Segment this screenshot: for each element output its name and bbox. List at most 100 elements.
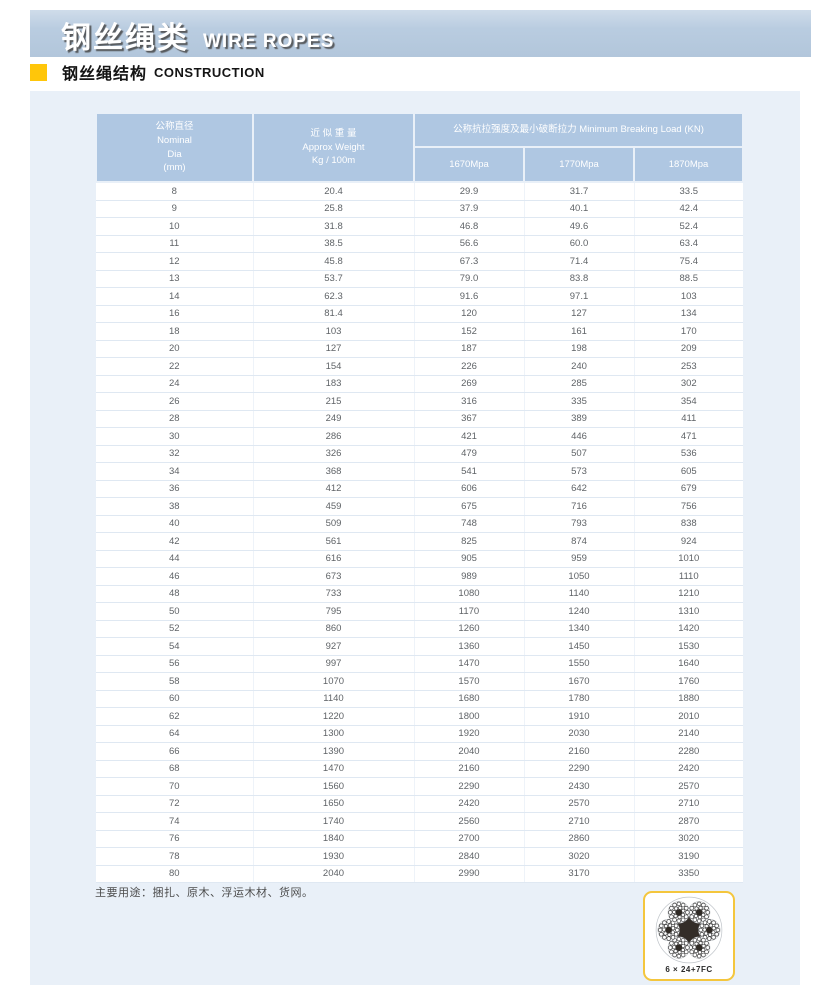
table-row: 74 1740 2560 2710 2870 (96, 812, 744, 831)
table-cell: 368 (253, 462, 415, 481)
table-cell: 209 (634, 340, 744, 358)
table-cell: 2710 (634, 795, 744, 813)
table-cell: 1080 (414, 585, 525, 603)
table-cell: 46.8 (414, 217, 525, 236)
table-cell: 3020 (634, 830, 744, 848)
table-cell: 793 (524, 515, 635, 533)
table-cell: 1680 (414, 690, 525, 708)
table-cell: 42 (96, 532, 254, 551)
table-cell: 616 (253, 550, 415, 568)
table-cell: 1010 (634, 550, 744, 568)
table-row: 16 81.4 120 127 134 (96, 305, 744, 323)
table-cell: 198 (524, 340, 635, 358)
table-cell: 66 (96, 742, 254, 761)
table-cell: 187 (414, 340, 525, 358)
table-cell: 2990 (414, 865, 525, 883)
table-cell: 536 (634, 445, 744, 463)
table-row: 70 1560 2290 2430 2570 (96, 777, 744, 796)
table-cell: 1530 (634, 637, 744, 656)
table-cell: 367 (414, 410, 525, 428)
table-row: 76 1840 2700 2860 3020 (96, 830, 744, 848)
table-cell: 1650 (253, 795, 415, 813)
table-cell: 3190 (634, 847, 744, 866)
table-cell: 75.4 (634, 252, 744, 271)
table-row: 54 927 1360 1450 1530 (96, 637, 744, 656)
table-row: 56 997 1470 1550 1640 (96, 655, 744, 673)
table-cell: 316 (414, 392, 525, 411)
table-cell: 49.6 (524, 217, 635, 236)
table-cell: 838 (634, 515, 744, 533)
table-cell: 959 (524, 550, 635, 568)
table-cell: 46 (96, 567, 254, 586)
table-cell: 2430 (524, 777, 635, 796)
table-cell: 1140 (524, 585, 635, 603)
table-cell: 18 (96, 322, 254, 341)
table-cell: 2030 (524, 725, 635, 743)
table-cell: 2420 (634, 760, 744, 778)
table-cell: 2010 (634, 707, 744, 726)
table-cell: 1760 (634, 672, 744, 691)
table-cell: 795 (253, 602, 415, 621)
table-cell: 226 (414, 357, 525, 376)
table-cell: 561 (253, 532, 415, 551)
table-cell: 38 (96, 497, 254, 516)
table-cell: 60 (96, 690, 254, 708)
table-cell: 1070 (253, 672, 415, 691)
table-cell: 70 (96, 777, 254, 796)
table-cell: 103 (634, 287, 744, 306)
table-row: 52 860 1260 1340 1420 (96, 620, 744, 638)
table-row: 28 249 367 389 411 (96, 410, 744, 428)
table-row: 22 154 226 240 253 (96, 357, 744, 376)
table-cell: 2040 (414, 742, 525, 761)
table-row: 36 412 606 642 679 (96, 480, 744, 498)
table-cell: 733 (253, 585, 415, 603)
table-cell: 2570 (634, 777, 744, 796)
header-approx-weight: 近 似 重 量 Approx Weight Kg / 100m (252, 112, 415, 183)
table-cell: 3020 (524, 847, 635, 866)
table-cell: 12 (96, 252, 254, 271)
table-cell: 825 (414, 532, 525, 551)
table-row: 13 53.7 79.0 83.8 88.5 (96, 270, 744, 288)
table-cell: 606 (414, 480, 525, 498)
table-cell: 32 (96, 445, 254, 463)
table-cell: 25.8 (253, 200, 415, 218)
table-row: 78 1930 2840 3020 3190 (96, 847, 744, 866)
table-cell: 927 (253, 637, 415, 656)
table-cell: 1450 (524, 637, 635, 656)
table-cell: 673 (253, 567, 415, 586)
table-cell: 50 (96, 602, 254, 621)
table-cell: 507 (524, 445, 635, 463)
table-cell: 52.4 (634, 217, 744, 236)
table-cell: 79.0 (414, 270, 525, 288)
table-cell: 997 (253, 655, 415, 673)
table-cell: 44 (96, 550, 254, 568)
table-cell: 1340 (524, 620, 635, 638)
table-cell: 1170 (414, 602, 525, 621)
table-cell: 31.7 (524, 182, 635, 201)
table-cell: 72 (96, 795, 254, 813)
table-cell: 1570 (414, 672, 525, 691)
table-cell: 2860 (524, 830, 635, 848)
header-1870mpa: 1870Mpa (632, 146, 745, 183)
table-row: 62 1220 1800 1910 2010 (96, 707, 744, 726)
table-cell: 1360 (414, 637, 525, 656)
table-cell: 33.5 (634, 182, 744, 201)
table-cell: 2710 (524, 812, 635, 831)
table-cell: 54 (96, 637, 254, 656)
table-cell: 56.6 (414, 235, 525, 253)
table-cell: 161 (524, 322, 635, 341)
table-row: 42 561 825 874 924 (96, 532, 744, 551)
table-cell: 1310 (634, 602, 744, 621)
table-row: 9 25.8 37.9 40.1 42.4 (96, 200, 744, 218)
table-cell: 389 (524, 410, 635, 428)
table-cell: 989 (414, 567, 525, 586)
table-cell: 459 (253, 497, 415, 516)
table-cell: 1550 (524, 655, 635, 673)
table-row: 72 1650 2420 2570 2710 (96, 795, 744, 813)
table-cell: 1220 (253, 707, 415, 726)
table-cell: 2700 (414, 830, 525, 848)
table-cell: 679 (634, 480, 744, 498)
table-cell: 605 (634, 462, 744, 481)
table-cell: 20 (96, 340, 254, 358)
